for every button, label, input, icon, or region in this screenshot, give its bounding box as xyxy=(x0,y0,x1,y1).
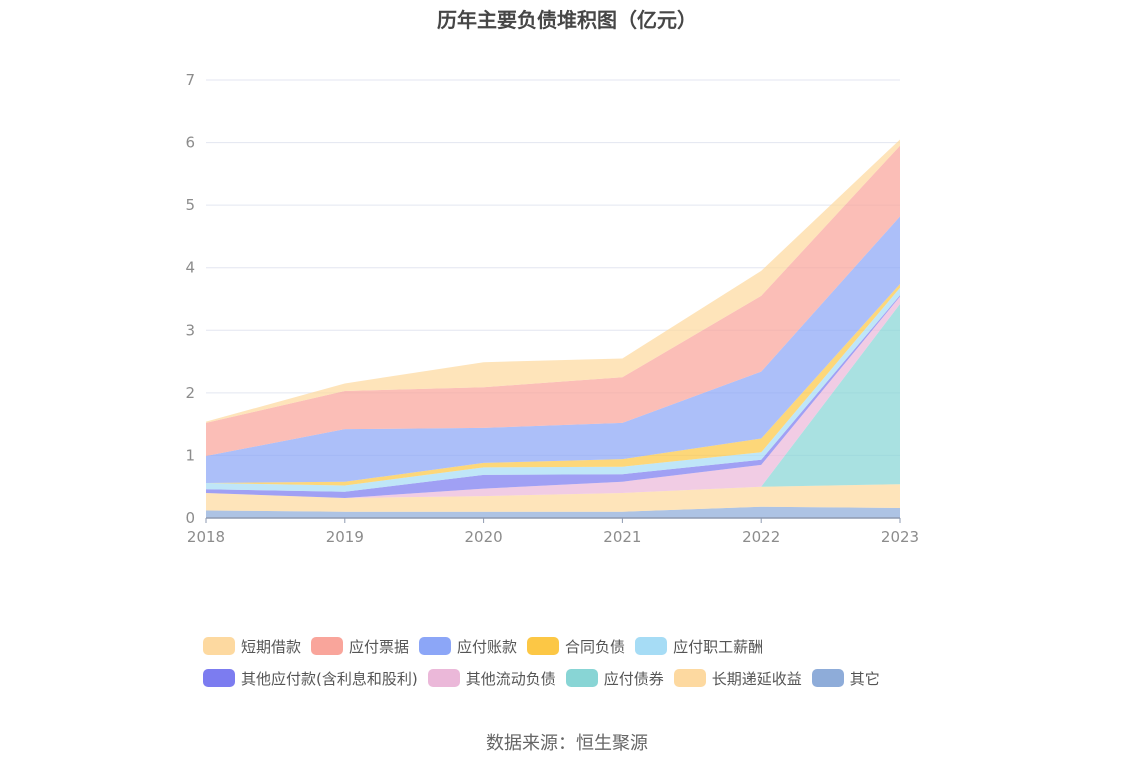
legend-swatch xyxy=(565,669,598,687)
legend-swatch xyxy=(203,637,235,655)
legend-label: 应付债券 xyxy=(603,669,664,688)
legend-item[interactable]: 应付账款 xyxy=(419,636,517,657)
area-series[interactable] xyxy=(206,506,900,518)
x-tick-label: 2019 xyxy=(326,528,364,546)
stacked-area-chart: 0 1 2 3 4 5 6 7 2018 2019 2020 2021 2022 2023 xyxy=(185,71,919,546)
x-tick-label: 2022 xyxy=(742,528,780,546)
legend-label: 其它 xyxy=(849,669,880,688)
area-layer xyxy=(206,139,900,518)
y-tick-label: 5 xyxy=(185,196,195,214)
chart-title: 历年主要负债堆积图（亿元） xyxy=(437,8,697,32)
area-series[interactable] xyxy=(206,304,900,498)
legend-label: 其他流动负债 xyxy=(465,669,556,688)
x-tick-label: 2018 xyxy=(187,528,225,546)
legend-item[interactable]: 其他流动负债 xyxy=(427,668,556,689)
legend-label: 短期借款 xyxy=(241,637,302,656)
area-series[interactable] xyxy=(206,484,900,512)
area-series[interactable] xyxy=(206,216,900,483)
y-tick-label: 7 xyxy=(185,71,195,89)
legend-label: 应付职工薪酬 xyxy=(673,637,764,656)
legend-item[interactable]: 应付职工薪酬 xyxy=(635,636,763,657)
legend-row: 其他应付款(含利息和股利) 其他流动负债 应付债券 长期递延收益 其它 xyxy=(203,662,983,694)
legend-swatch xyxy=(311,637,344,655)
data-source: 数据来源：恒生聚源 xyxy=(486,733,648,754)
y-tick-label: 6 xyxy=(185,134,195,152)
legend-item[interactable]: 短期借款 xyxy=(203,636,301,657)
y-tick-label: 2 xyxy=(185,384,195,402)
area-series[interactable] xyxy=(206,145,900,457)
legend-item[interactable]: 合同负债 xyxy=(527,636,625,657)
y-tick-label: 1 xyxy=(185,446,195,464)
legend-swatch xyxy=(203,669,235,687)
legend-label: 应付账款 xyxy=(457,637,518,656)
legend-item[interactable]: 长期递延收益 xyxy=(673,668,802,689)
legend-label: 应付票据 xyxy=(349,637,410,656)
x-tick-label: 2020 xyxy=(465,528,503,546)
legend-label: 合同负债 xyxy=(565,637,626,656)
y-tick-label: 4 xyxy=(185,259,195,277)
legend-item[interactable]: 应付票据 xyxy=(311,636,409,657)
area-series[interactable] xyxy=(206,139,900,423)
x-tick-label: 2023 xyxy=(881,528,919,546)
legend-swatch xyxy=(811,669,844,687)
y-tick-label: 3 xyxy=(185,321,195,339)
legend-row: 短期借款 应付票据 应付账款 合同负债 应付职工薪酬 xyxy=(203,630,983,662)
x-tick-label: 2021 xyxy=(603,528,641,546)
legend-swatch xyxy=(527,637,560,655)
legend-swatch xyxy=(635,637,668,655)
legend-label: 其他应付款(含利息和股利) xyxy=(241,669,418,688)
y-tick-label: 0 xyxy=(185,509,195,527)
legend-swatch xyxy=(673,669,706,687)
legend-item[interactable]: 其他应付款(含利息和股利) xyxy=(203,668,418,689)
legend-item[interactable]: 应付债券 xyxy=(565,668,664,689)
legend-swatch xyxy=(427,669,460,687)
legend-item[interactable]: 其它 xyxy=(811,668,880,689)
legend-label: 长期递延收益 xyxy=(711,669,802,688)
legend-swatch xyxy=(419,637,452,655)
legend: 短期借款 应付票据 应付账款 合同负债 应付职工薪酬 其他应付款(含利息和股利) 其他流动… xyxy=(203,630,983,694)
axis-layer: 0 1 2 3 4 5 6 7 2018 2019 2020 2021 2022 2023 xyxy=(185,71,919,546)
